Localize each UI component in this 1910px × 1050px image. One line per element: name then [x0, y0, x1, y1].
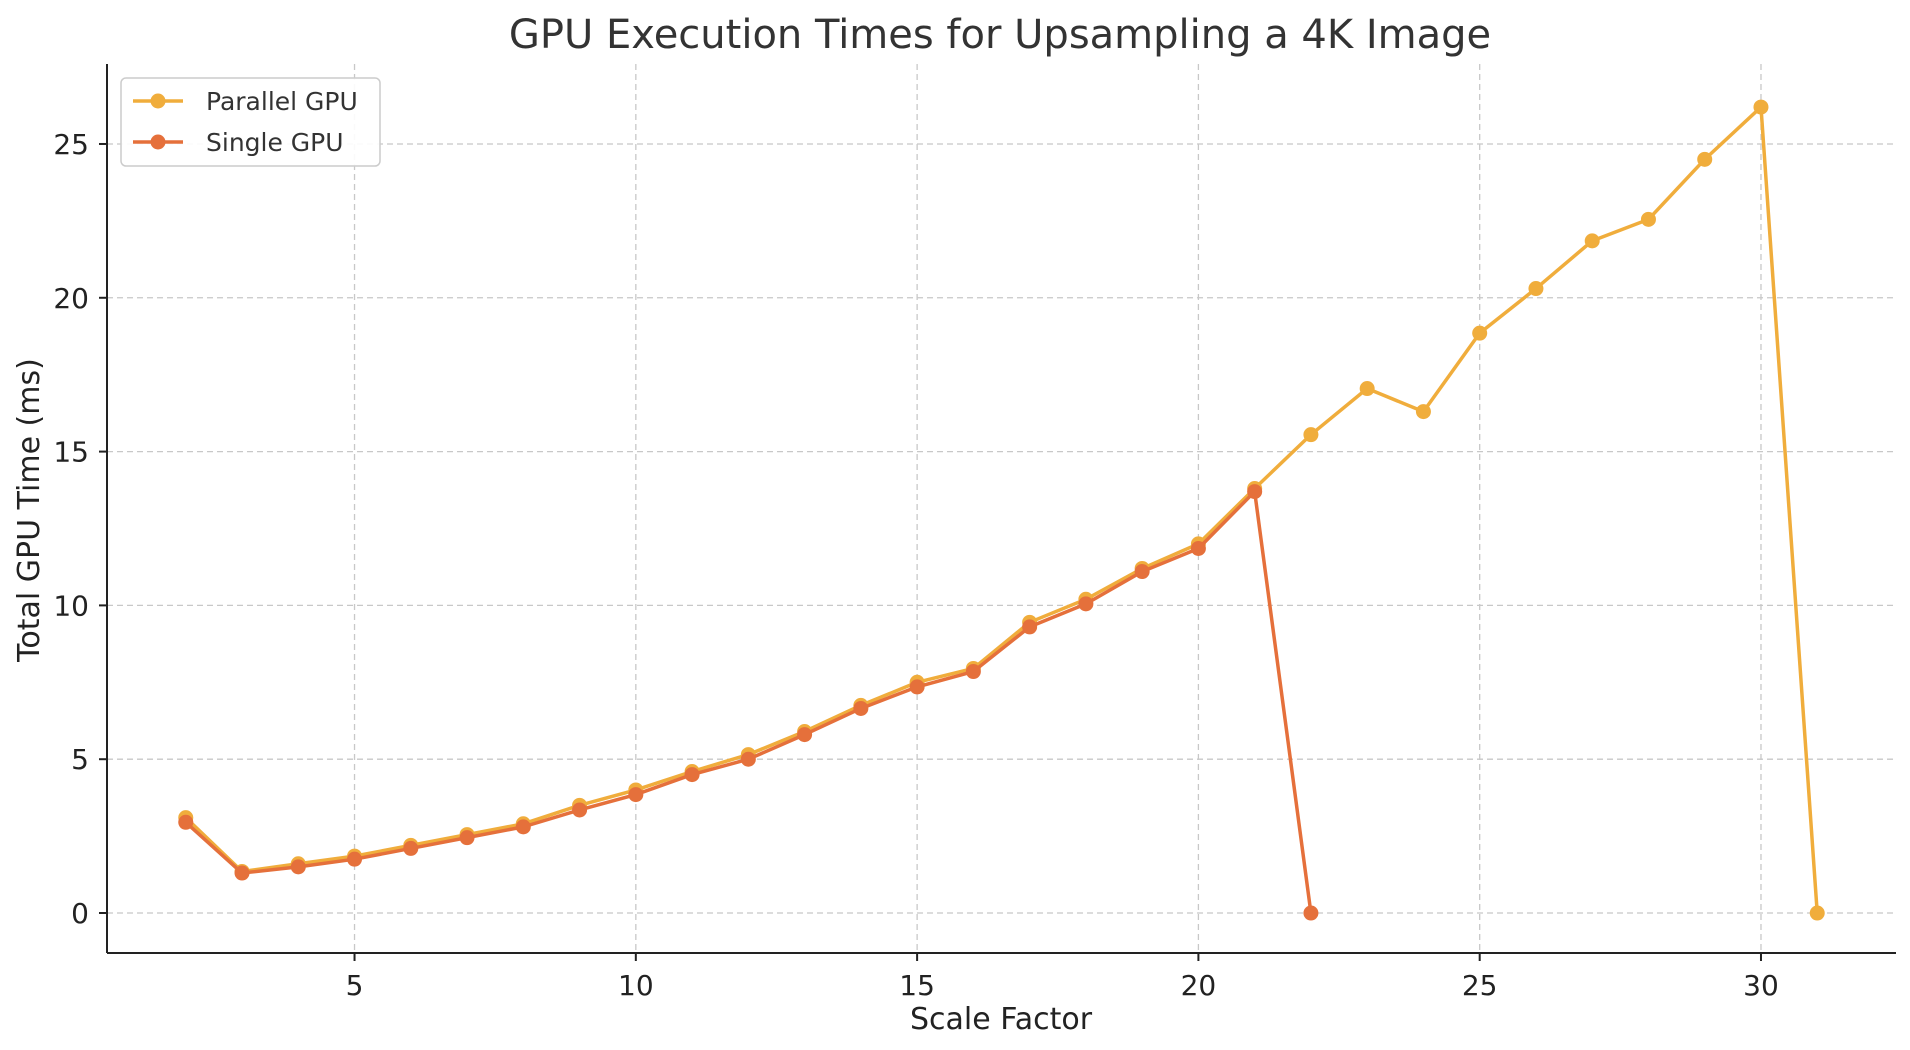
- x-tick-label-20: 20: [1181, 969, 1217, 1002]
- data-point-single-gpu-9[interactable]: [572, 802, 588, 818]
- data-point-single-gpu-10[interactable]: [628, 787, 644, 803]
- data-point-single-gpu-20[interactable]: [1190, 540, 1206, 556]
- x-tick-label-30: 30: [1743, 969, 1779, 1002]
- data-point-single-gpu-16[interactable]: [965, 664, 981, 680]
- grid-lines: [107, 64, 1896, 953]
- data-point-single-gpu-11[interactable]: [684, 767, 700, 783]
- series-single-gpu: [178, 484, 1319, 921]
- x-tick-label-5: 5: [346, 969, 364, 1002]
- data-point-single-gpu-14[interactable]: [853, 700, 869, 716]
- data-point-single-gpu-2[interactable]: [178, 814, 194, 830]
- data-point-single-gpu-21[interactable]: [1247, 484, 1263, 500]
- data-point-single-gpu-6[interactable]: [403, 840, 419, 856]
- data-point-parallel-gpu-29[interactable]: [1697, 151, 1713, 167]
- legend-marker-single-gpu: [150, 134, 166, 150]
- chart-title: GPU Execution Times for Upsampling a 4K …: [509, 12, 1491, 58]
- y-tick-label-15: 15: [53, 436, 89, 469]
- data-point-parallel-gpu-28[interactable]: [1640, 211, 1656, 227]
- data-point-single-gpu-7[interactable]: [459, 830, 475, 846]
- data-point-single-gpu-13[interactable]: [797, 727, 813, 743]
- data-point-parallel-gpu-25[interactable]: [1472, 325, 1488, 341]
- y-tick-label-20: 20: [53, 282, 89, 315]
- legend-item-single-gpu[interactable]: Single GPU: [133, 128, 344, 157]
- series-layer: [178, 99, 1825, 921]
- data-point-single-gpu-17[interactable]: [1022, 619, 1038, 635]
- legend-item-parallel-gpu[interactable]: Parallel GPU: [133, 87, 358, 116]
- legend-label-single-gpu: Single GPU: [206, 128, 344, 157]
- data-point-parallel-gpu-30[interactable]: [1753, 99, 1769, 115]
- data-point-parallel-gpu-22[interactable]: [1303, 427, 1319, 443]
- data-point-single-gpu-22[interactable]: [1303, 905, 1319, 921]
- data-point-parallel-gpu-24[interactable]: [1415, 404, 1431, 420]
- tick-labels: 5 10 15 20 25 30 0 5 10 15 20 25: [53, 128, 1778, 1002]
- y-tick-label-0: 0: [71, 897, 89, 930]
- x-tick-label-10: 10: [618, 969, 654, 1002]
- data-point-single-gpu-12[interactable]: [740, 751, 756, 767]
- x-tick-label-15: 15: [899, 969, 935, 1002]
- legend-box: [120, 77, 381, 167]
- data-point-single-gpu-19[interactable]: [1134, 564, 1150, 580]
- y-axis-label: Total GPU Time (ms): [12, 358, 47, 663]
- legend-marker-parallel-gpu: [150, 93, 166, 109]
- data-point-parallel-gpu-31[interactable]: [1809, 905, 1825, 921]
- data-point-single-gpu-15[interactable]: [909, 679, 925, 695]
- legend[interactable]: Parallel GPU Single GPU: [120, 77, 381, 167]
- data-point-single-gpu-8[interactable]: [515, 819, 531, 835]
- x-tick-label-25: 25: [1462, 969, 1498, 1002]
- data-point-parallel-gpu-26[interactable]: [1528, 281, 1544, 297]
- series-parallel-gpu: [178, 99, 1825, 921]
- data-point-parallel-gpu-23[interactable]: [1359, 381, 1375, 397]
- data-point-parallel-gpu-27[interactable]: [1584, 233, 1600, 249]
- axes: [99, 64, 1896, 961]
- y-tick-label-25: 25: [53, 128, 89, 161]
- y-tick-label-10: 10: [53, 589, 89, 622]
- series-line-parallel-gpu: [184, 105, 1819, 914]
- data-point-single-gpu-3[interactable]: [234, 865, 250, 881]
- x-axis-label: Scale Factor: [910, 1002, 1093, 1037]
- data-point-single-gpu-18[interactable]: [1078, 596, 1094, 612]
- y-tick-label-5: 5: [71, 743, 89, 776]
- data-point-single-gpu-5[interactable]: [347, 851, 363, 867]
- data-point-single-gpu-4[interactable]: [290, 859, 306, 875]
- legend-label-parallel-gpu: Parallel GPU: [206, 87, 358, 116]
